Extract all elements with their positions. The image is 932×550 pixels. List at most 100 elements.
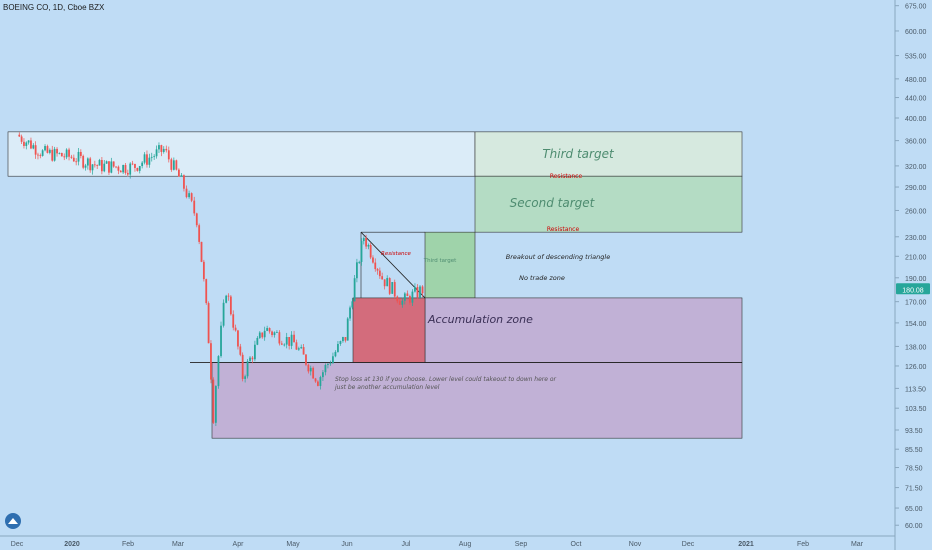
candle-body — [312, 367, 315, 379]
candle-body — [84, 165, 87, 168]
candle-body — [138, 166, 141, 171]
candle-body — [271, 331, 273, 336]
third-target-label: Third target — [542, 147, 615, 161]
candle-body — [324, 364, 327, 373]
candle-body — [30, 140, 32, 149]
candle-body — [51, 149, 54, 161]
resistance-label-2: Resistance — [547, 226, 580, 233]
candle-body — [65, 149, 68, 158]
candle-body — [172, 160, 175, 170]
y-tick-label: 60.00 — [905, 523, 923, 530]
x-tick-label: 2021 — [738, 541, 754, 548]
candle-body — [391, 282, 394, 294]
candle-body — [401, 300, 404, 305]
candle-body — [23, 141, 25, 146]
candle-body — [273, 332, 276, 336]
candle-body — [110, 161, 113, 173]
y-tick-label: 126.00 — [905, 364, 927, 371]
accumulation-zone-box — [424, 297, 743, 363]
candle-body — [276, 332, 278, 333]
candle-body — [160, 145, 163, 152]
candle-body — [185, 188, 188, 198]
candle-body — [309, 367, 312, 372]
candle-body — [205, 279, 208, 304]
candle-body — [177, 169, 180, 177]
y-tick-label: 480.00 — [905, 77, 927, 84]
y-tick-label: 103.50 — [905, 406, 927, 413]
candle-body — [34, 145, 37, 155]
second-target-label: Second target — [510, 196, 596, 210]
candle-body — [232, 314, 235, 328]
y-tick-label: 170.00 — [905, 300, 927, 307]
triangle-descending-line — [360, 231, 426, 299]
candle-body — [396, 296, 399, 302]
candle-body — [44, 146, 46, 151]
candle-body — [360, 241, 363, 262]
candle-body — [295, 342, 298, 350]
candle-body — [419, 286, 421, 298]
y-tick-label: 138.00 — [905, 344, 927, 351]
x-tick-label: Apr — [233, 541, 245, 548]
candle-body — [39, 155, 42, 157]
candle-body — [393, 282, 396, 297]
candle-body — [70, 156, 73, 158]
candle-body — [411, 291, 414, 303]
candle-body — [96, 164, 99, 166]
candle-body — [148, 157, 151, 165]
stop-loss-note-line2: just be another accumulation level — [334, 384, 440, 391]
resistance-label-1: Resistance — [550, 173, 583, 180]
candle-body — [244, 376, 247, 379]
candle-body — [79, 151, 82, 156]
candle-body — [398, 301, 401, 305]
y-tick-label: 290.00 — [905, 185, 927, 192]
candle-body — [358, 261, 361, 263]
x-tick-label: Sep — [515, 541, 528, 548]
y-tick-label: 360.00 — [905, 139, 927, 146]
candle-body — [143, 154, 146, 163]
candle-body — [53, 148, 56, 161]
second-target-box — [474, 175, 743, 233]
no-trade-label: No trade zone — [519, 274, 565, 282]
candle-body — [362, 238, 365, 242]
x-tick-label: Nov — [629, 541, 642, 548]
candle-body — [351, 301, 354, 308]
y-tick-label: 260.00 — [905, 208, 927, 215]
y-tick-label: 78.50 — [905, 466, 923, 473]
candle-body — [190, 193, 193, 201]
candle-body — [124, 165, 127, 173]
candle-body — [378, 270, 381, 277]
candle-body — [249, 357, 251, 362]
y-tick-label: 113.50 — [905, 386, 926, 393]
x-tick-label: Jun — [341, 541, 352, 548]
candle-body — [408, 296, 411, 303]
candle-body — [293, 334, 295, 343]
candle-body — [150, 156, 153, 158]
candle-body — [416, 287, 419, 298]
candle-body — [403, 293, 406, 301]
candle-body — [75, 161, 78, 163]
candle-body — [285, 337, 288, 345]
candle-body — [290, 334, 293, 346]
y-tick-label: 85.50 — [905, 447, 923, 454]
candle-body — [237, 330, 239, 347]
candle-body — [337, 343, 339, 352]
y-tick-label: 93.50 — [905, 428, 923, 435]
candle-body — [314, 378, 317, 382]
candle-body — [131, 163, 134, 165]
candle-body — [288, 337, 291, 346]
candle-body — [183, 175, 185, 189]
candle-body — [319, 377, 322, 386]
no-trade-box — [352, 297, 426, 363]
x-tick-label: 2020 — [64, 541, 80, 548]
candle-body — [227, 295, 230, 297]
candle-body — [353, 278, 356, 302]
candle-body — [63, 156, 66, 158]
tradingview-logo-icon[interactable] — [5, 513, 21, 529]
candle-body — [126, 172, 129, 175]
candle-body — [217, 356, 220, 387]
candle-body — [346, 318, 349, 341]
candle-body — [266, 328, 269, 331]
candle-body — [100, 160, 103, 172]
y-tick-label: 190.00 — [905, 276, 927, 283]
